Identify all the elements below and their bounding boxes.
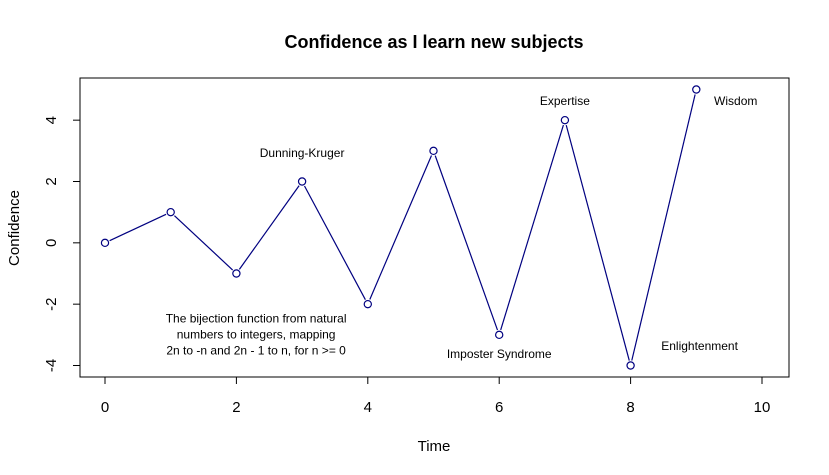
data-point	[560, 115, 570, 125]
y-tick-label: 0	[43, 239, 60, 247]
data-point	[692, 85, 701, 94]
annotation-line: Wisdom	[714, 94, 757, 108]
y-axis-label: Confidence	[6, 190, 23, 266]
annotation-line: Expertise	[540, 94, 590, 108]
annotation-line: Dunning-Kruger	[260, 146, 345, 160]
annotation: Enlightenment	[661, 339, 738, 353]
series-segment	[565, 124, 630, 361]
chart-title: Confidence as I learn new subjects	[284, 32, 583, 52]
data-point	[297, 177, 307, 186]
annotation: Wisdom	[714, 94, 757, 108]
data-point	[100, 238, 110, 248]
x-tick-label: 8	[626, 399, 634, 416]
annotation: Expertise	[540, 94, 590, 108]
data-point	[495, 330, 504, 340]
data-point	[166, 207, 175, 217]
x-tick-label: 0	[101, 399, 109, 416]
x-tick-label: 4	[364, 399, 372, 416]
y-tick-label: -4	[43, 359, 60, 372]
data-point	[363, 299, 372, 309]
annotation: Imposter Syndrome	[447, 347, 552, 361]
x-tick-label: 6	[495, 399, 503, 416]
x-axis-label: Time	[418, 438, 451, 455]
data-point	[232, 269, 241, 278]
annotation-line: Imposter Syndrome	[447, 347, 552, 361]
series-segment	[174, 215, 234, 271]
x-axis: 0 2 4 6 8 10	[101, 376, 771, 416]
annotation: Dunning-Kruger	[260, 146, 345, 160]
series-segment	[303, 185, 366, 300]
annotation-layer: Dunning-Kruger Expertise Wisdom Imposter Sy…	[166, 94, 758, 361]
y-tick-label: 4	[43, 116, 60, 124]
annotation-line: Enlightenment	[661, 339, 738, 353]
x-tick-label: 10	[754, 399, 771, 416]
y-tick-label: -2	[43, 297, 60, 310]
series-segment	[238, 185, 300, 270]
series-segment	[434, 155, 499, 331]
series-segment	[109, 213, 167, 242]
data-point	[626, 361, 635, 370]
annotation: The bijection function from natural numbe…	[166, 312, 347, 358]
series-layer	[100, 85, 701, 370]
annotation-line: numbers to integers, mapping	[177, 328, 336, 342]
annotation-line: The bijection function from natural	[166, 312, 347, 326]
y-axis: -4 -2 0 2 4	[43, 116, 81, 372]
series-segment	[369, 155, 433, 300]
x-tick-label: 2	[232, 399, 240, 416]
series-segment	[500, 124, 564, 331]
series-segment	[631, 94, 696, 361]
data-point	[429, 146, 438, 156]
y-tick-label: 2	[43, 177, 60, 185]
annotation-line: 2n to -n and 2n - 1 to n, for n >= 0	[166, 344, 346, 358]
